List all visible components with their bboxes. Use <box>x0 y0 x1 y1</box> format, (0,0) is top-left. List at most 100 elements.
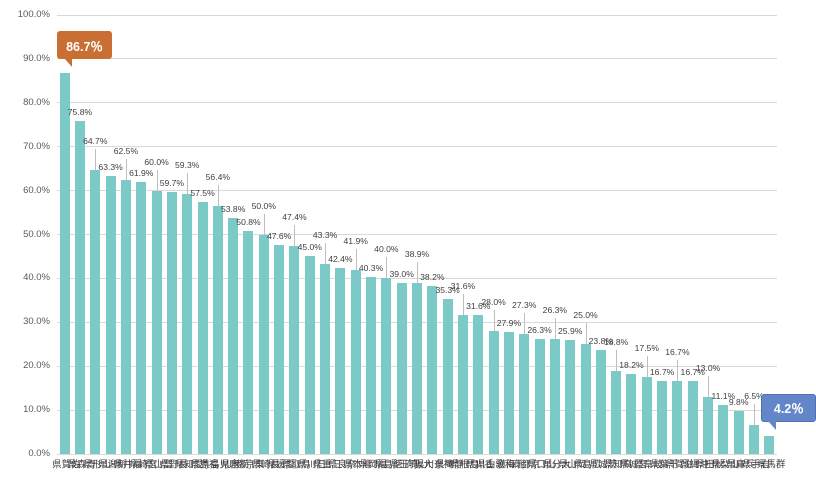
x-axis-category-label: 鳥取県 <box>279 459 310 470</box>
x-axis-category-label: 沖縄県 <box>677 459 708 470</box>
x-axis-category-label: 愛媛県 <box>264 459 295 470</box>
leader-line <box>524 313 526 335</box>
bar <box>151 190 162 454</box>
bar <box>503 331 514 454</box>
bar <box>718 405 729 454</box>
bar <box>258 234 269 454</box>
bar-value-label: 35.3% <box>435 285 460 296</box>
leader-line <box>187 172 189 194</box>
leader-line <box>156 169 158 191</box>
x-axis-category-label: 山形県 <box>80 459 111 470</box>
x-axis-category-label: 大阪府 <box>402 459 433 470</box>
bar <box>641 377 652 454</box>
x-axis-category-label: 奈良県 <box>325 459 356 470</box>
x-axis-category-label: 青森県 <box>65 459 96 470</box>
bar-value-label: 18.2% <box>619 360 644 371</box>
bar <box>59 73 70 454</box>
callout-tail <box>768 420 777 430</box>
x-axis-category-label: 三重県 <box>310 459 341 470</box>
y-axis-tick-label: 90.0% <box>23 52 50 64</box>
y-axis-tick-label: 50.0% <box>23 228 50 240</box>
bar-value-label: 26.3% <box>542 304 568 315</box>
bar <box>611 371 622 454</box>
y-axis-tick-label: 40.0% <box>23 272 50 284</box>
bar-value-label: 6.5% <box>744 391 764 402</box>
y-gridline <box>57 453 777 455</box>
bar-value-label: 45.0% <box>297 242 322 253</box>
x-axis-category-label: 佐賀県 <box>49 459 80 470</box>
y-gridline <box>57 234 777 235</box>
x-axis-category-label: 千葉県 <box>647 459 678 470</box>
x-axis-category-label: 熊本県 <box>340 459 371 470</box>
bar-value-label: 47.4% <box>282 211 307 222</box>
bar <box>488 331 499 454</box>
y-axis-tick-label: 60.0% <box>23 184 50 196</box>
x-axis-category-label: 秋田県 <box>693 459 724 470</box>
bar <box>228 217 239 454</box>
leader-line <box>125 158 127 180</box>
bar-value-label: 40.3% <box>358 263 384 274</box>
leader-line <box>754 404 756 426</box>
bar <box>457 315 468 454</box>
bar <box>473 315 484 454</box>
x-axis-category-label: 福井県 <box>111 459 142 470</box>
bar <box>534 338 545 454</box>
y-gridline <box>57 14 777 16</box>
bar <box>687 380 698 454</box>
bar <box>549 338 560 454</box>
bar-value-label: 42.4% <box>328 253 353 264</box>
y-axis-tick-label: 80.0% <box>23 96 50 108</box>
bar-value-label: 63.3% <box>98 162 123 173</box>
bar <box>335 267 346 454</box>
bar <box>320 263 331 454</box>
bar <box>519 334 530 454</box>
bar-value-label: 59.3% <box>175 159 200 170</box>
x-axis-category-label: 岐阜県 <box>632 459 663 470</box>
x-axis-category-label: 長野県 <box>157 459 188 470</box>
y-gridline <box>57 58 777 60</box>
leader-line <box>585 323 587 345</box>
bar <box>703 396 714 454</box>
bar-value-label: 25.0% <box>573 310 598 321</box>
leader-line <box>677 359 679 381</box>
bar <box>120 179 131 454</box>
x-axis-category-label: 北海道 <box>494 459 525 470</box>
x-axis-category-label: 島根県 <box>448 459 479 470</box>
leader-line <box>294 224 296 246</box>
bar-value-label: 38.2% <box>420 272 445 283</box>
bar-value-label: 28.0% <box>481 297 506 308</box>
bar-value-label: 38.9% <box>404 249 430 260</box>
y-gridline <box>57 146 777 148</box>
bar-value-label: 17.5% <box>634 343 659 354</box>
bar <box>442 299 453 454</box>
bar-value-label: 47.6% <box>266 231 292 242</box>
bar-value-label: 75.8% <box>67 107 93 118</box>
bar <box>366 277 377 454</box>
bar <box>657 380 668 454</box>
bar-value-label: 62.5% <box>113 145 139 156</box>
bar-value-label: 16.7% <box>680 366 705 377</box>
x-axis-category-label: 兵庫県 <box>723 459 754 470</box>
bar <box>90 169 101 454</box>
x-axis-category-label: 埼玉県 <box>386 459 417 470</box>
x-axis-category-label: 広島県 <box>570 459 601 470</box>
y-gridline <box>57 102 777 104</box>
bar <box>350 270 361 454</box>
x-axis-category-label: 高知県 <box>601 459 632 470</box>
y-axis-tick-label: 0.0% <box>28 448 50 459</box>
bar-value-label: 60.0% <box>144 156 169 167</box>
bar <box>243 231 254 454</box>
bar-value-label: 50.0% <box>251 200 276 211</box>
bar-value-label: 27.9% <box>496 317 522 328</box>
bar <box>304 256 315 454</box>
leader-line <box>462 294 464 316</box>
bar-value-label: 64.7% <box>83 135 108 146</box>
bar <box>182 193 193 454</box>
y-axis-tick-label: 10.0% <box>23 404 50 416</box>
x-axis-category-label: 福岡県 <box>356 459 387 470</box>
y-axis-tick-label: 70.0% <box>23 140 50 152</box>
x-axis-category-label: 大分県 <box>540 459 571 470</box>
leader-line <box>554 317 556 339</box>
bar <box>289 245 300 454</box>
